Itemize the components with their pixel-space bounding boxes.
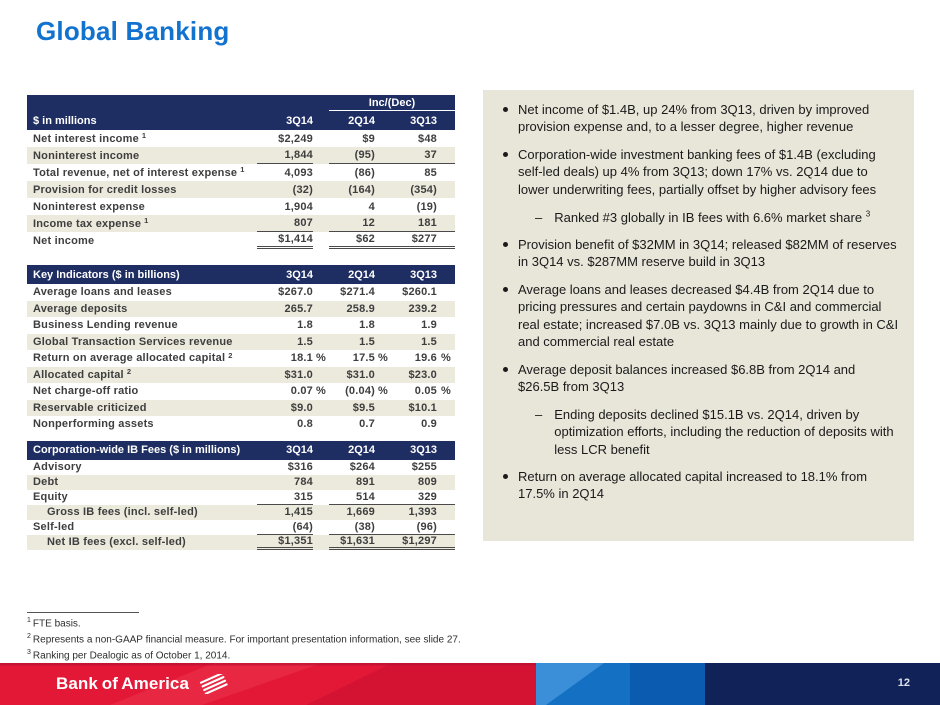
column-header: 3Q14: [286, 268, 313, 281]
table-row: Reservable criticized $9.0 $9.5 $10.1: [27, 399, 455, 416]
bullet-item: Corporation-wide investment banking fees…: [503, 146, 900, 197]
inc-dec-group-header: Inc/(Dec): [329, 97, 455, 111]
footnote-divider: [27, 612, 139, 613]
column-header: 3Q14: [286, 114, 313, 127]
table-row: Net charge-off ratio 0.07% (0.04)% 0.05%: [33, 385, 451, 398]
bullet-icon: [503, 152, 508, 158]
table-row: Nonperforming assets 0.8 0.7 0.9: [33, 418, 437, 431]
bullet-text: Provision benefit of $32MM in 3Q14; rele…: [518, 236, 897, 270]
key-indicators-table: Key Indicators ($ in billions) 3Q14 2Q14…: [27, 265, 455, 433]
table-row: Net IB fees (excl. self-led) $1,351 $1,6…: [27, 534, 455, 550]
column-header: 2Q14: [348, 114, 375, 127]
bullet-item: Average deposit balances increased $6.8B…: [503, 361, 900, 395]
table-row: Net interest income 1 $2,249 $9 $48: [33, 130, 437, 145]
footnotes: 1 FTE basis. 2 Represents a non-GAAP finan…: [27, 612, 461, 663]
sub-bullet-item: – Ending deposits declined $15.1B vs. 2Q…: [503, 406, 900, 457]
bullet-text: Ending deposits declined $15.1B vs. 2Q14…: [554, 407, 894, 457]
table-row: Gross IB fees (incl. self-led) 1,415 1,6…: [27, 504, 455, 520]
bullet-text: Average loans and leases decreased $4.4B…: [518, 282, 899, 349]
table-row: Debt 784 891 809: [27, 474, 455, 490]
financial-tables: Inc/(Dec) $ in millions 3Q14 2Q14 3Q13 N…: [27, 95, 455, 550]
table-row: Business Lending revenue 1.8 1.8 1.9: [33, 319, 437, 332]
column-header: 3Q14: [286, 444, 313, 456]
table-header: Corporation-wide IB Fees ($ in millions)…: [27, 440, 455, 460]
table-row: Equity 315 514 329: [27, 490, 455, 505]
table-row: Income tax expense 1 807 12 181: [27, 215, 455, 232]
table-header: Key Indicators ($ in billions) 3Q14 2Q14…: [27, 265, 455, 284]
bullet-text: Corporation-wide investment banking fees…: [518, 147, 877, 197]
dash-icon: –: [535, 407, 543, 423]
table-row: Allocated capital 2 $31.0 $31.0 $23.0: [27, 366, 455, 383]
bullet-icon: [503, 287, 508, 293]
table-row: Self-led (64) (38) (96): [27, 520, 455, 535]
table-row: Average deposits 265.7 258.9 239.2: [27, 300, 455, 317]
footer-banner: Bank of America 12: [0, 663, 940, 705]
footer-decoration: [0, 663, 940, 705]
table-row: Global Transaction Services revenue 1.5 …: [27, 333, 455, 350]
column-header: Corporation-wide IB Fees ($ in millions): [33, 444, 241, 456]
column-header: 3Q13: [410, 268, 437, 281]
column-header: Key Indicators ($ in billions): [33, 268, 180, 281]
bullet-item: Net income of $1.4B, up 24% from 3Q13, d…: [503, 101, 900, 135]
logo-text: Bank of America: [56, 674, 190, 693]
dash-icon: –: [535, 209, 543, 225]
bullet-icon: [503, 473, 508, 479]
bullet-item: Average loans and leases decreased $4.4B…: [503, 281, 900, 350]
table-row: Average loans and leases $267.0 $271.4 $…: [33, 286, 437, 299]
column-header: 3Q13: [410, 444, 437, 456]
table-row: Advisory $316 $264 $255: [33, 461, 437, 473]
table-body: Average loans and leases $267.0 $271.4 $…: [27, 284, 455, 433]
bullet-text: Ranked #3 globally in IB fees with 6.6% …: [554, 209, 871, 225]
column-header: 2Q14: [348, 444, 375, 456]
column-header: 2Q14: [348, 268, 375, 281]
page-number: 12: [897, 677, 910, 689]
table-body: Net interest income 1 $2,249 $9 $48 Nonin…: [27, 130, 455, 249]
column-header: $ in millions: [33, 114, 97, 127]
table-row: Provision for credit losses (32) (164) (…: [27, 181, 455, 198]
footnote: 1 FTE basis.: [27, 617, 81, 630]
column-header: 3Q13: [410, 114, 437, 127]
bank-of-america-logo: Bank of America: [56, 674, 230, 694]
table-body: Advisory $316 $264 $255 Debt 784 891 809…: [27, 460, 455, 550]
sub-bullet-item: – Ranked #3 globally in IB fees with 6.6…: [503, 209, 900, 226]
flag-icon: [199, 674, 228, 694]
table-row: Total revenue, net of interest expense 1 …: [33, 164, 437, 179]
ib-fees-table: Corporation-wide IB Fees ($ in millions)…: [27, 440, 455, 550]
bullet-text: Net income of $1.4B, up 24% from 3Q13, d…: [518, 102, 870, 135]
bullet-icon: [503, 107, 508, 112]
bullet-item: Provision benefit of $32MM in 3Q14; rele…: [503, 236, 900, 270]
bullet-icon: [503, 366, 508, 372]
page-title: Global Banking: [36, 16, 230, 46]
bullet-icon: [503, 241, 508, 247]
table-row: Return on average allocated capital 2 18.…: [33, 350, 451, 365]
header-spacer: [27, 95, 329, 111]
bullet-text: Average deposit balances increased $6.8B…: [518, 361, 856, 395]
income-statement-table: Inc/(Dec) $ in millions 3Q14 2Q14 3Q13 N…: [27, 95, 455, 249]
table-row: Net income $1,414 $62 $277: [27, 232, 455, 249]
bullet-text: Return on average allocated capital incr…: [518, 468, 868, 501]
highlights-panel: Net income of $1.4B, up 24% from 3Q13, d…: [483, 90, 914, 541]
table-header: Inc/(Dec) $ in millions 3Q14 2Q14 3Q13: [27, 95, 455, 130]
bullet-item: Return on average allocated capital incr…: [503, 468, 900, 502]
footnote: 2 Represents a non-GAAP financial measure…: [27, 632, 461, 646]
footnote: 3 Ranking per Dealogic as of October 1, 2…: [27, 648, 231, 661]
table-row: Noninterest income 1,844 (95) 37: [27, 147, 455, 164]
table-row: Noninterest expense 1,904 4 (19): [33, 200, 437, 213]
